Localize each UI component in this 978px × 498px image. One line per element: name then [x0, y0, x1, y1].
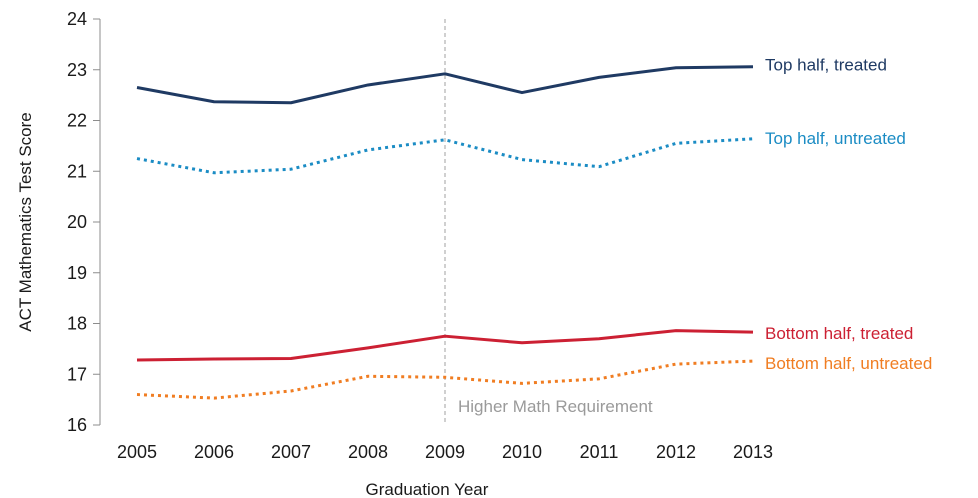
x-tick-label: 2009	[425, 442, 465, 462]
y-tick-label: 19	[67, 263, 87, 283]
y-tick-label: 16	[67, 415, 87, 435]
y-axis-title: ACT Mathematics Test Score	[16, 112, 35, 332]
x-tick-label: 2006	[194, 442, 234, 462]
x-axis-title: Graduation Year	[366, 480, 489, 498]
series-line-bottom-half-treated	[136, 329, 754, 362]
series-label: Bottom half, untreated	[765, 354, 932, 373]
y-tick-label: 17	[67, 364, 87, 384]
series-labels: Top half, treated Top half, untreated Bott…	[765, 56, 932, 373]
x-tick-label: 2013	[733, 442, 773, 462]
series-lines	[136, 65, 754, 400]
x-tick-label: 2010	[502, 442, 542, 462]
series-line-top-half-treated	[136, 65, 754, 105]
series-label: Top half, treated	[765, 56, 887, 75]
y-tick-label: 18	[67, 314, 87, 334]
y-tick-label: 20	[67, 212, 87, 232]
y-tick-label: 22	[67, 111, 87, 131]
x-tick-label: 2008	[348, 442, 388, 462]
x-tick-label: 2007	[271, 442, 311, 462]
x-tick-label: 2011	[580, 442, 619, 462]
series-label: Top half, untreated	[765, 129, 906, 148]
higher-math-requirement-label: Higher Math Requirement	[458, 397, 653, 416]
y-tick-label: 24	[67, 9, 87, 29]
y-tick-label: 21	[67, 161, 87, 181]
y-tick-label: 23	[67, 60, 87, 80]
y-axis-ticks: 16 17 18 19 20 21 22 23 24	[67, 9, 100, 435]
x-axis-tick-labels: 2005 2006 2007 2008 2009 2010 2011 2012 2013	[117, 442, 773, 462]
series-label: Bottom half, treated	[765, 324, 913, 343]
x-tick-label: 2012	[656, 442, 696, 462]
series-line-bottom-half-untreated	[136, 359, 754, 400]
x-tick-label: 2005	[117, 442, 157, 462]
